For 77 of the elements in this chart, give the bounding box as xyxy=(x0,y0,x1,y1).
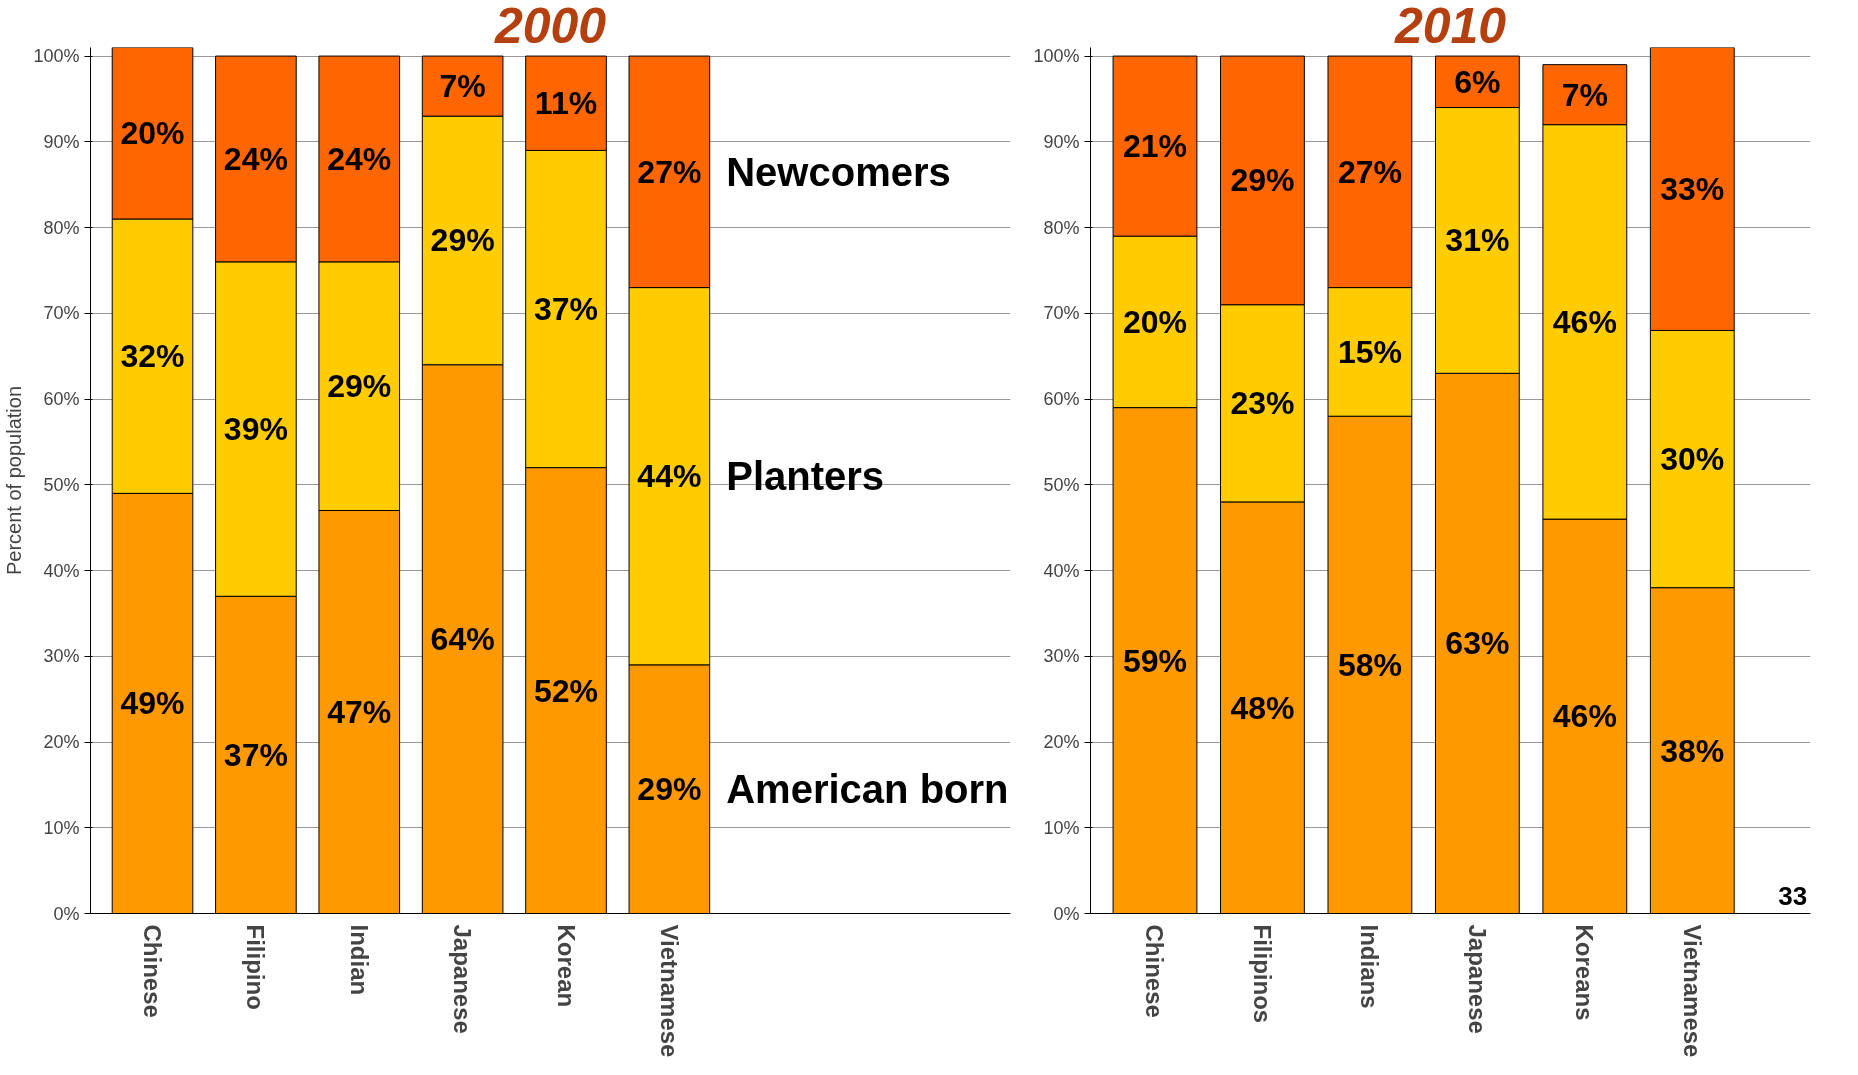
y-tick-label: 30% xyxy=(1043,646,1080,667)
y-tick-label: 10% xyxy=(43,817,80,838)
chart-title: 2010 xyxy=(1393,0,1507,54)
data-label: 39% xyxy=(223,411,288,448)
data-label: 47% xyxy=(327,694,392,730)
y-tick-label: 20% xyxy=(1043,732,1080,753)
data-label: 20% xyxy=(1122,303,1187,340)
data-label: 24% xyxy=(327,140,392,177)
data-label: 46% xyxy=(1552,698,1617,735)
y-tick-label: 0% xyxy=(1053,903,1080,924)
data-label: 58% xyxy=(1337,646,1402,683)
y-tick-label: 20% xyxy=(43,732,80,753)
x-tick-label: Indian xyxy=(345,924,373,996)
series-label: American born xyxy=(726,767,1009,812)
y-tick-label: 100% xyxy=(1033,46,1080,67)
data-label: 11% xyxy=(534,85,598,122)
x-tick-label: Korean xyxy=(552,924,580,1008)
data-label: 37% xyxy=(223,736,288,773)
data-label: 27% xyxy=(1337,153,1402,190)
y-tick-label: 90% xyxy=(43,131,80,152)
data-label: 29% xyxy=(637,771,702,808)
data-label: 37% xyxy=(533,291,599,328)
y-tick-label: 40% xyxy=(43,560,80,581)
data-label: 63% xyxy=(1445,625,1510,662)
data-label: 38% xyxy=(1660,732,1725,769)
data-label: 15% xyxy=(1337,333,1402,370)
x-tick-label: Filipino xyxy=(242,924,270,1010)
data-label: 33% xyxy=(1660,170,1725,207)
y-tick-label: 30% xyxy=(43,646,80,667)
data-label: 48% xyxy=(1230,689,1295,726)
x-tick-label: Japanese xyxy=(1463,924,1491,1034)
data-label: 46% xyxy=(1552,303,1617,340)
data-label: 31% xyxy=(1445,222,1510,259)
y-tick-label: 70% xyxy=(43,303,80,324)
data-label: 7% xyxy=(439,68,486,105)
data-label: 52% xyxy=(533,672,599,709)
y-tick-label: 60% xyxy=(43,389,80,410)
y-tick-label: 60% xyxy=(1043,389,1080,410)
data-label: 24% xyxy=(223,140,288,177)
y-tick-label: 10% xyxy=(1043,817,1080,838)
y-tick-label: 50% xyxy=(1043,474,1080,495)
data-label: 23% xyxy=(1230,385,1295,422)
y-axis-title: Percent of population xyxy=(3,385,26,576)
x-tick-label: Japanese xyxy=(449,924,477,1034)
y-tick-label: 80% xyxy=(43,217,80,238)
annotation: 33 xyxy=(1778,880,1808,911)
data-label: 49% xyxy=(120,685,185,722)
data-label: 59% xyxy=(1122,642,1187,679)
data-label: 44% xyxy=(637,458,702,495)
x-tick-label: Indians xyxy=(1356,924,1384,1009)
data-label: 29% xyxy=(430,222,495,259)
y-tick-label: 0% xyxy=(53,903,80,924)
data-label: 29% xyxy=(1230,162,1295,199)
series-label: Planters xyxy=(726,454,885,499)
x-tick-label: Filipinos xyxy=(1248,924,1276,1024)
x-tick-label: Koreans xyxy=(1571,924,1599,1021)
y-tick-label: 100% xyxy=(33,46,80,67)
x-tick-label: Chinese xyxy=(139,924,167,1018)
series-label: Newcomers xyxy=(726,149,951,194)
y-tick-label: 70% xyxy=(1043,303,1080,324)
chart-title: 2000 xyxy=(493,0,607,54)
x-tick-label: Vietnamese xyxy=(655,924,683,1058)
x-tick-label: Chinese xyxy=(1141,924,1169,1018)
y-tick-label: 90% xyxy=(1043,131,1080,152)
y-tick-label: 80% xyxy=(1043,217,1080,238)
data-label: 21% xyxy=(1122,128,1187,165)
y-tick-label: 50% xyxy=(43,474,80,495)
x-tick-label: Vietnamese xyxy=(1678,924,1706,1058)
y-tick-label: 40% xyxy=(1043,560,1080,581)
data-label: 64% xyxy=(430,621,495,658)
data-label: 27% xyxy=(637,153,702,190)
data-label: 30% xyxy=(1660,441,1725,478)
data-label: 7% xyxy=(1561,76,1608,113)
data-label: 29% xyxy=(327,368,392,405)
data-label: 20% xyxy=(120,115,185,152)
data-label: 6% xyxy=(1454,63,1501,100)
data-label: 32% xyxy=(120,338,185,375)
